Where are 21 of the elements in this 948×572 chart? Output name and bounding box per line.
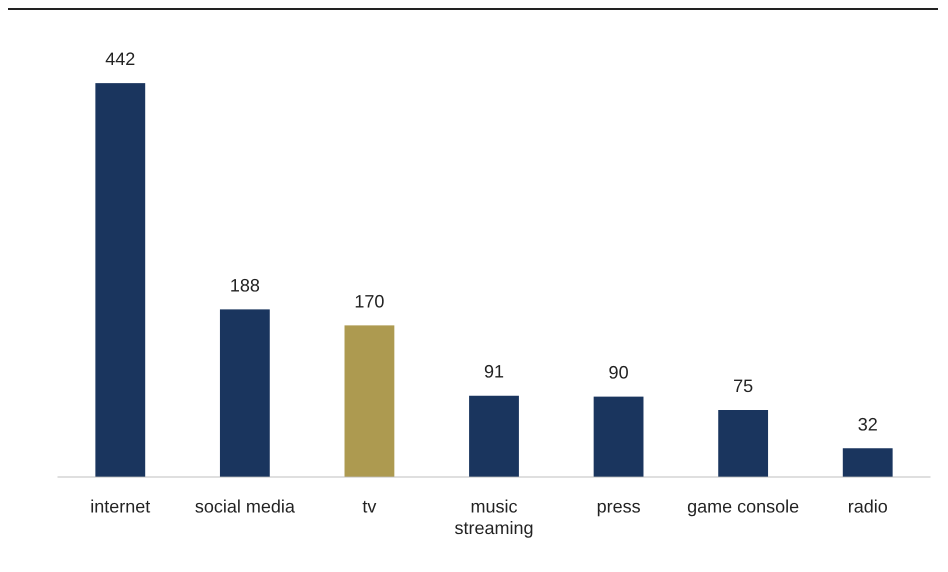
bar xyxy=(842,448,893,477)
data-label: 442 xyxy=(105,49,136,70)
bar xyxy=(220,309,270,477)
x-tick-label: tv xyxy=(362,496,376,517)
x-tick-label: internet xyxy=(90,496,150,517)
bar xyxy=(95,83,146,477)
data-label: 90 xyxy=(608,362,629,383)
bar xyxy=(469,396,519,477)
x-tick-label: social media xyxy=(194,496,296,517)
data-label: 75 xyxy=(733,376,754,396)
bar xyxy=(718,410,768,477)
data-label: 32 xyxy=(858,414,878,434)
x-tick-label: radio xyxy=(848,496,888,517)
x-tick-label: music streaming xyxy=(454,496,534,538)
bar xyxy=(344,325,394,477)
data-label: 170 xyxy=(354,291,384,312)
x-tick-label: game console xyxy=(687,496,800,517)
data-label: 188 xyxy=(230,275,260,296)
data-label: 91 xyxy=(484,362,504,382)
bar xyxy=(594,396,644,477)
x-tick-label: press xyxy=(596,496,641,517)
